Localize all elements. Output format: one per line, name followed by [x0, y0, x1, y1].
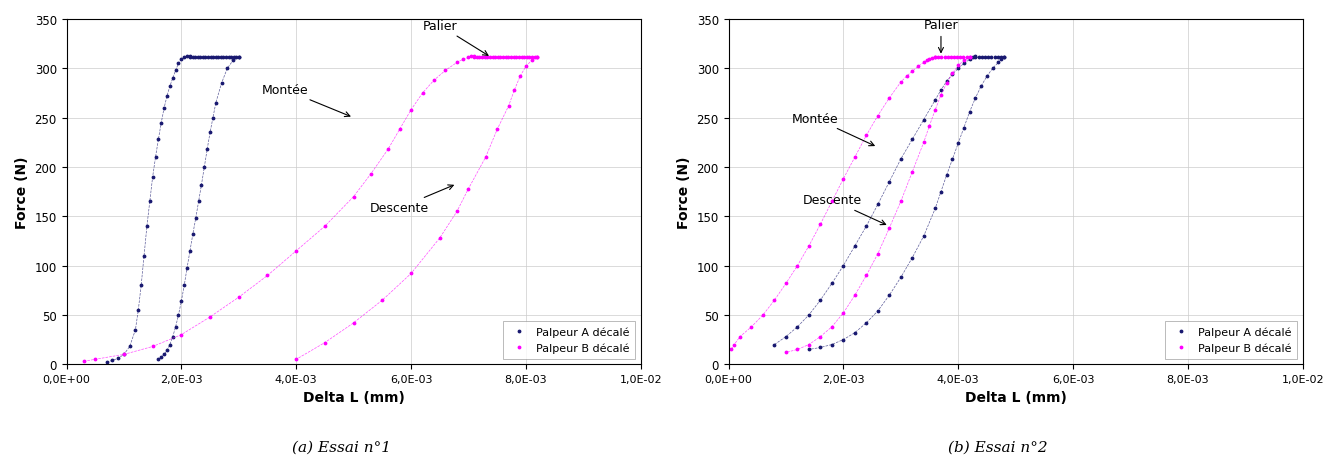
- Palpeur A décalé: [967, 55, 983, 60]
- Palpeur B décalé: [288, 357, 304, 362]
- X-axis label: Delta L (mm): Delta L (mm): [303, 389, 404, 404]
- Text: (a) Essai n°1: (a) Essai n°1: [292, 440, 391, 454]
- Text: Descente: Descente: [370, 186, 453, 215]
- Line: Palpeur A décalé: Palpeur A décalé: [104, 55, 241, 365]
- Palpeur B décalé: [858, 133, 874, 139]
- Text: Descente: Descente: [802, 194, 885, 225]
- Palpeur A décalé: [927, 98, 943, 103]
- Palpeur A décalé: [179, 55, 195, 60]
- Palpeur A décalé: [159, 94, 175, 100]
- Line: Palpeur A décalé: Palpeur A décalé: [773, 55, 1007, 352]
- Palpeur B décalé: [463, 55, 479, 60]
- Palpeur A décalé: [150, 357, 166, 362]
- Line: Palpeur B décalé: Palpeur B décalé: [82, 55, 540, 364]
- Palpeur B décalé: [778, 350, 794, 355]
- Palpeur B décalé: [288, 248, 304, 254]
- Legend: Palpeur A décalé, Palpeur B décalé: Palpeur A décalé, Palpeur B décalé: [502, 321, 635, 359]
- Palpeur B décalé: [927, 56, 943, 61]
- Palpeur A décalé: [893, 275, 909, 281]
- Text: (b) Essai n°2: (b) Essai n°2: [948, 440, 1047, 454]
- Palpeur B décalé: [951, 64, 967, 69]
- Text: Montée: Montée: [791, 112, 874, 147]
- Palpeur B décalé: [870, 252, 886, 257]
- Text: Palier: Palier: [422, 20, 487, 56]
- Palpeur A décalé: [173, 58, 189, 63]
- Palpeur B décalé: [870, 114, 886, 119]
- Palpeur B décalé: [927, 108, 943, 113]
- Palpeur A décalé: [99, 360, 115, 365]
- Text: Montée: Montée: [261, 84, 349, 117]
- Palpeur A décalé: [218, 56, 234, 61]
- Palpeur A décalé: [139, 224, 155, 229]
- Y-axis label: Force (N): Force (N): [15, 156, 29, 228]
- Palpeur B décalé: [477, 56, 493, 61]
- Palpeur B décalé: [501, 56, 517, 61]
- Palpeur B décalé: [514, 56, 530, 61]
- Palpeur A décalé: [916, 118, 932, 123]
- Palpeur A décalé: [179, 265, 195, 271]
- Line: Palpeur B décalé: Palpeur B décalé: [728, 56, 972, 355]
- Palpeur B décalé: [723, 347, 739, 353]
- Legend: Palpeur A décalé, Palpeur B décalé: Palpeur A décalé, Palpeur B décalé: [1165, 321, 1297, 359]
- Palpeur A décalé: [177, 283, 193, 288]
- Y-axis label: Force (N): Force (N): [678, 156, 691, 228]
- Palpeur B décalé: [490, 56, 506, 61]
- Palpeur A décalé: [801, 347, 817, 353]
- Palpeur A décalé: [766, 342, 782, 348]
- X-axis label: Delta L (mm): Delta L (mm): [964, 389, 1067, 404]
- Palpeur B décalé: [516, 56, 532, 61]
- Palpeur A décalé: [823, 342, 840, 348]
- Palpeur B décalé: [801, 342, 817, 348]
- Palpeur A décalé: [944, 157, 960, 162]
- Text: Palier: Palier: [924, 19, 959, 53]
- Palpeur A décalé: [967, 96, 983, 101]
- Palpeur B décalé: [76, 359, 92, 364]
